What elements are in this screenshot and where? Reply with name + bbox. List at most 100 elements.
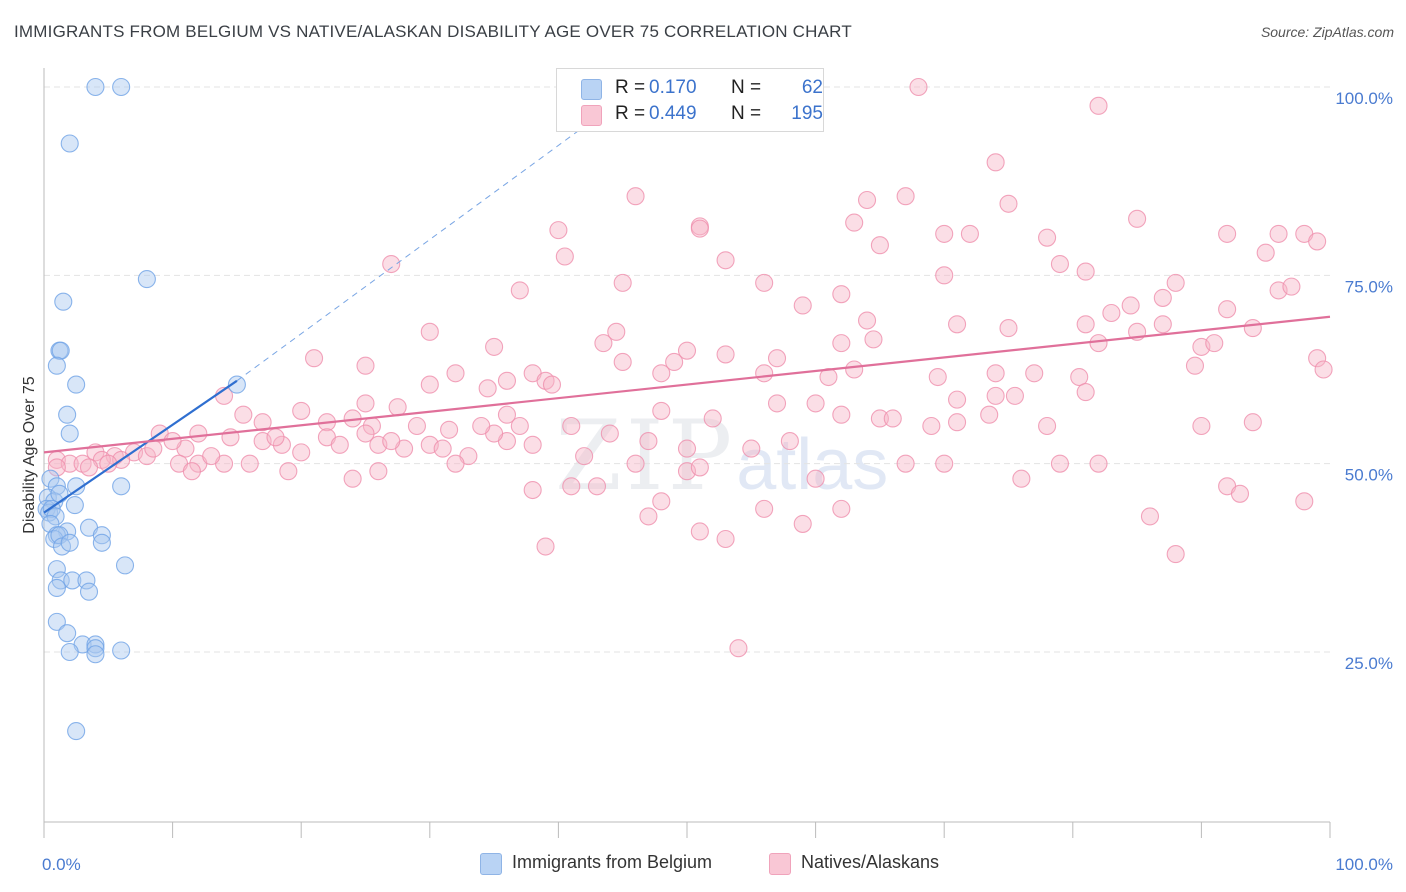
data-point xyxy=(182,462,201,481)
data-point xyxy=(60,642,79,662)
data-point xyxy=(999,319,1018,338)
watermark-zip: ZIP xyxy=(555,400,737,512)
data-point xyxy=(986,364,1005,383)
data-point xyxy=(86,77,105,97)
data-point xyxy=(607,322,626,341)
data-point xyxy=(948,413,967,432)
data-point xyxy=(857,190,877,210)
data-point xyxy=(272,435,291,454)
data-point xyxy=(420,375,439,394)
data-point xyxy=(63,571,82,590)
data-point xyxy=(510,416,529,436)
data-point xyxy=(845,360,864,379)
trend-line-belgium-extension xyxy=(236,116,598,382)
data-point xyxy=(549,221,568,240)
stats-swatch-natives xyxy=(581,105,602,126)
data-point xyxy=(50,484,69,503)
data-point xyxy=(690,522,709,541)
y-axis-title: Disability Age Over 75 xyxy=(21,376,38,534)
axis-labels: 25.0% 50.0% 75.0% 100.0% 0.0% 100.0% Disabilit… xyxy=(21,89,1393,874)
data-point xyxy=(485,337,504,356)
data-point xyxy=(600,424,619,443)
data-point xyxy=(446,364,465,383)
data-point xyxy=(690,458,709,477)
data-point xyxy=(50,526,69,545)
stats-r-label: R = xyxy=(615,103,646,124)
data-point xyxy=(780,432,799,451)
data-point xyxy=(67,722,86,741)
data-point xyxy=(767,349,787,368)
data-point xyxy=(330,435,349,454)
data-point xyxy=(112,477,131,496)
data-point xyxy=(497,405,517,424)
data-point xyxy=(369,462,388,481)
stats-r-value: 0.449 xyxy=(649,103,697,124)
data-point xyxy=(665,352,684,372)
data-point xyxy=(92,533,111,552)
data-point xyxy=(292,443,311,462)
data-point xyxy=(935,454,954,473)
data-point xyxy=(1230,484,1250,503)
data-point xyxy=(1218,224,1237,243)
stats-n-value: 195 xyxy=(791,103,823,124)
data-point xyxy=(626,187,645,206)
data-point xyxy=(343,469,362,488)
data-point xyxy=(1218,300,1237,319)
data-point xyxy=(86,639,105,658)
data-point xyxy=(41,469,60,488)
data-point xyxy=(356,356,375,375)
data-point xyxy=(986,386,1005,405)
data-point xyxy=(478,379,497,398)
data-point xyxy=(407,416,426,436)
data-point xyxy=(652,401,671,420)
data-point xyxy=(909,77,928,97)
data-point xyxy=(47,458,66,477)
data-point xyxy=(446,454,465,473)
data-point xyxy=(189,424,208,443)
data-point xyxy=(1076,383,1095,402)
data-point xyxy=(587,477,607,496)
data-point xyxy=(883,409,902,428)
data-point xyxy=(594,334,613,353)
data-point xyxy=(729,639,748,658)
data-point xyxy=(793,296,812,315)
data-point xyxy=(47,578,66,598)
data-point xyxy=(279,462,298,481)
data-point xyxy=(755,499,774,518)
legend-swatch-belgium xyxy=(480,853,502,875)
data-point xyxy=(870,409,889,428)
data-point xyxy=(51,341,70,360)
data-point xyxy=(1308,232,1327,251)
data-point xyxy=(1166,273,1185,292)
data-point xyxy=(1140,507,1160,526)
data-point xyxy=(163,432,182,451)
data-point xyxy=(65,496,84,515)
data-point xyxy=(1102,303,1121,323)
data-point xyxy=(1089,334,1108,353)
data-point xyxy=(356,394,375,413)
data-point xyxy=(137,447,156,466)
data-point xyxy=(613,352,632,372)
stats-r-value: 0.170 xyxy=(649,77,697,98)
data-point xyxy=(703,409,722,428)
data-point xyxy=(639,432,658,451)
data-point xyxy=(806,394,825,413)
data-point xyxy=(1314,360,1333,379)
stats-n-value: 62 xyxy=(801,77,823,98)
legend-label-natives: Natives/Alaskans xyxy=(801,852,940,872)
data-point xyxy=(1012,469,1031,488)
data-point xyxy=(562,416,581,436)
data-point xyxy=(870,236,889,255)
data-point xyxy=(864,330,883,349)
data-point xyxy=(1166,545,1185,564)
data-point xyxy=(832,499,851,518)
data-point xyxy=(510,281,529,300)
data-point xyxy=(1025,364,1044,383)
data-point xyxy=(58,405,77,424)
data-point xyxy=(562,477,581,496)
data-point xyxy=(54,292,73,311)
data-point xyxy=(137,270,156,289)
data-point xyxy=(857,311,877,330)
data-point xyxy=(1205,334,1224,353)
data-point xyxy=(1076,315,1095,334)
